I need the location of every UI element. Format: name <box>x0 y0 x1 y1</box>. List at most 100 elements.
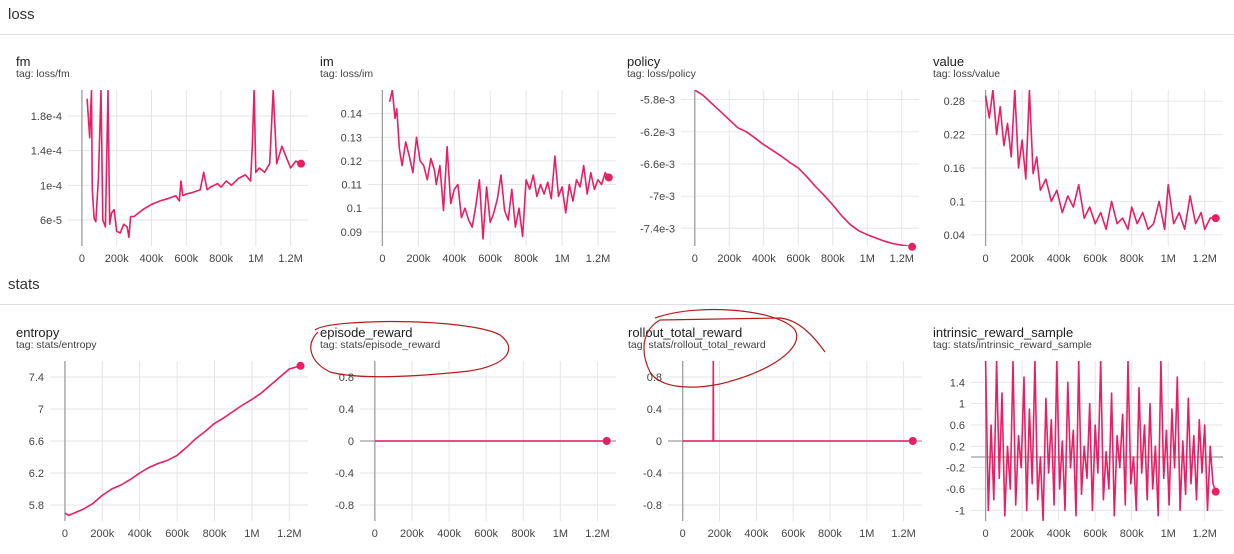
y-tick-label: 7.4 <box>29 372 44 384</box>
x-tick-label: 1M <box>859 528 874 540</box>
chart-plot-value[interactable]: 0 200k 400k 600k 800k 1M 1.2M 0.04 0.1 0.16 0.22 0.… <box>933 54 1233 270</box>
x-tick-label: 1.2M <box>890 253 914 265</box>
y-tick-label: 0.28 <box>944 96 965 108</box>
series-line <box>694 90 913 246</box>
x-tick-label: 600k <box>165 528 189 540</box>
chart-tag: tag: stats/entropy <box>16 339 97 351</box>
y-tick-label: 0.04 <box>944 230 965 242</box>
y-tick-label: 6e-5 <box>40 215 62 227</box>
x-tick-label: 800k <box>1120 528 1144 540</box>
y-tick-label: 0.6 <box>950 420 965 432</box>
x-tick-label: 800k <box>209 253 233 265</box>
y-tick-label: 1.4e-4 <box>31 146 62 158</box>
x-tick-label: 1.2M <box>1193 528 1217 540</box>
y-tick-label: 0.09 <box>341 227 362 239</box>
x-tick-label: 1M <box>1161 253 1176 265</box>
y-tick-label: 1.4 <box>950 377 965 389</box>
x-tick-label: 1.2M <box>277 528 301 540</box>
chart-plot-rollout-total-reward[interactable]: 0 200k 400k 600k 800k 1M 1.2M -0.8 -0.4 0 0.4 0.8 <box>628 325 928 549</box>
x-tick-label: 600k <box>474 528 498 540</box>
y-tick-label: 0.1 <box>950 196 965 208</box>
chart-card-entropy: entropy tag: stats/entropy 0 200k 400k 600k… <box>16 325 316 549</box>
chart-plot-policy[interactable]: 0 200k 400k 600k 800k 1M 1.2M -5.8e-3 -6.2e-3 -6.… <box>627 54 927 270</box>
series-end-point <box>1211 214 1220 223</box>
series-end-point <box>908 242 917 251</box>
y-tick-label: 0 <box>656 436 662 448</box>
chart-card-intrinsic-reward-sample: intrinsic_reward_sample tag: stats/intri… <box>933 325 1233 549</box>
chart-plot-fm[interactable]: 0 200k 400k 600k 800k 1M 1.2M 6e-5 1e-4 1.4e-4 1.8… <box>16 54 316 270</box>
series-line <box>984 361 1217 521</box>
x-tick-label: 600k <box>174 253 198 265</box>
y-tick-label: 0.8 <box>647 372 662 384</box>
series-end-point <box>296 361 305 370</box>
x-tick-label: 1M <box>244 528 259 540</box>
x-tick-label: 600k <box>1083 528 1107 540</box>
y-tick-label: 0 <box>348 436 354 448</box>
chart-card-rollout-total-reward: rollout_total_reward tag: stats/rollout_… <box>628 325 928 549</box>
chart-title: value <box>933 54 965 69</box>
x-tick-label: 800k <box>1120 253 1144 265</box>
x-tick-label: 0 <box>79 253 85 265</box>
chart-tag: tag: stats/intrinsic_reward_sample <box>933 339 1092 351</box>
y-tick-label: -0.6 <box>946 484 965 496</box>
x-tick-label: 200k <box>400 528 424 540</box>
series-line <box>86 90 302 239</box>
y-tick-label: 1e-4 <box>40 180 62 192</box>
chart-card-im: im tag: loss/im 0 200k 400k 600k 800k 1M 1.2M 0… <box>320 54 620 270</box>
x-tick-label: 0 <box>62 528 68 540</box>
chart-tag: tag: loss/value <box>933 68 1001 80</box>
x-tick-label: 200k <box>1010 253 1034 265</box>
x-tick-label: 400k <box>752 253 776 265</box>
chart-title: im <box>320 54 334 69</box>
y-tick-label: -7e-3 <box>649 191 675 203</box>
series-end-point <box>602 437 611 445</box>
x-tick-label: 600k <box>1083 253 1107 265</box>
chart-plot-episode-reward[interactable]: 0 200k 400k 600k 800k 1M 1.2M -0.8 -0.4 0 0.4 0.8 <box>320 325 620 549</box>
y-tick-label: 0.4 <box>647 404 662 416</box>
chart-card-episode-reward: episode_reward tag: stats/episode_reward… <box>320 325 620 549</box>
y-tick-label: 0.12 <box>341 156 362 168</box>
chart-plot-intrinsic-reward-sample[interactable]: 0 200k 400k 600k 800k 1M 1.2M -1 -0.6 -0.2 0.2 0.6 1… <box>933 325 1233 549</box>
section-divider <box>0 34 1234 35</box>
x-tick-label: 200k <box>105 253 129 265</box>
x-tick-label: 800k <box>514 253 538 265</box>
x-tick-label: 800k <box>511 528 535 540</box>
y-tick-label: 5.8 <box>29 500 44 512</box>
chart-tag: tag: loss/im <box>320 68 374 80</box>
y-tick-label: 0.2 <box>950 441 965 453</box>
x-tick-label: 0 <box>680 528 686 540</box>
series-line <box>984 90 1216 231</box>
y-tick-label: -7.4e-3 <box>640 223 675 235</box>
x-tick-label: 200k <box>708 528 732 540</box>
chart-plot-entropy[interactable]: 0 200k 400k 600k 800k 1M 1.2M 5.8 6.2 6.6 7 7.4 <box>16 325 316 549</box>
y-tick-label: 0.13 <box>341 132 362 144</box>
x-tick-label: 400k <box>128 528 152 540</box>
series-line <box>682 361 913 442</box>
y-tick-label: 7 <box>38 404 44 416</box>
x-tick-label: 1M <box>1161 528 1176 540</box>
x-tick-label: 400k <box>442 253 466 265</box>
chart-title: entropy <box>16 325 60 340</box>
x-tick-label: 1.2M <box>585 528 609 540</box>
series-line <box>64 365 301 517</box>
chart-plot-im[interactable]: 0 200k 400k 600k 800k 1M 1.2M 0.09 0.1 0.11 0.12 0.… <box>320 54 620 270</box>
chart-card-fm: fm tag: loss/fm 0 200k 400k 600k 800k 1M 1.2M 6… <box>16 54 316 270</box>
section-title-stats[interactable]: stats <box>8 276 40 293</box>
y-tick-label: -0.8 <box>643 500 662 512</box>
series-end-point <box>297 159 306 168</box>
x-tick-label: 0 <box>692 253 698 265</box>
x-tick-label: 0 <box>372 528 378 540</box>
chart-title: intrinsic_reward_sample <box>933 325 1074 340</box>
x-tick-label: 0 <box>379 253 385 265</box>
section-title-loss[interactable]: loss <box>8 6 35 23</box>
chart-title: policy <box>627 54 661 69</box>
x-tick-label: 1.2M <box>278 253 302 265</box>
chart-tag: tag: loss/policy <box>627 68 696 80</box>
x-tick-label: 600k <box>478 253 502 265</box>
x-tick-label: 400k <box>1047 253 1071 265</box>
y-tick-label: -0.4 <box>335 468 354 480</box>
y-tick-label: 6.6 <box>29 436 44 448</box>
y-tick-label: -6.2e-3 <box>640 127 675 139</box>
series-end-point <box>1211 487 1220 496</box>
chart-title: fm <box>16 54 31 69</box>
